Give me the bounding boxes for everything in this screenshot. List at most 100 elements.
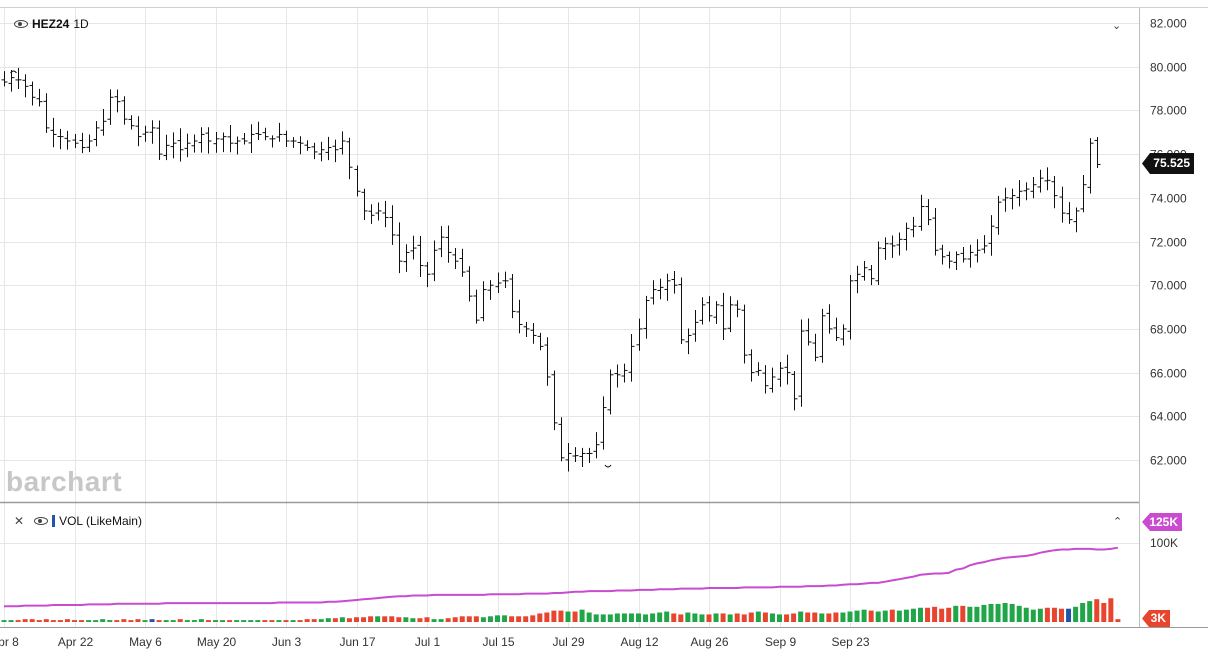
chevron-up-icon[interactable]: ⌃ [1113,516,1123,528]
volume-bar [741,614,747,622]
volume-bar [593,614,599,622]
ohlc-bar [628,334,635,382]
ohlc-bar [100,108,107,136]
volume-bar [1037,608,1043,622]
price-axis-tick: 68.000 [1150,323,1187,337]
volume-bar [586,612,592,622]
volume-bar [114,620,120,622]
ohlc-bar [903,222,910,251]
ohlc-bar [170,132,177,159]
ohlc-bar [769,367,776,393]
ohlc-bar [1,71,8,87]
volume-bar [163,620,169,622]
ohlc-bar [967,244,974,268]
volume-bar [791,613,797,622]
close-icon[interactable]: ✕ [14,514,25,528]
price-gridlines [0,8,1139,627]
volume-legend[interactable]: ✕ VOL (LikeMain) [14,514,142,528]
volume-bar [713,613,719,622]
ohlc-bar [1009,188,1016,210]
ohlc-bar [875,241,882,286]
volume-bar [621,613,627,622]
ohlc-bar [551,370,558,431]
ohlc-bar [354,165,361,197]
volume-bar [424,617,430,622]
ohlc-bar [163,134,170,161]
ohlc-bar [1066,202,1073,224]
volume-bar [889,609,895,622]
volume-bar [925,607,931,622]
ohlc-bar [177,128,184,162]
volume-bar [1087,601,1093,622]
volume-bar [311,619,317,622]
chevron-down-icon[interactable]: ⌄ [1112,20,1122,32]
volume-bar [558,610,564,622]
volume-bar [572,611,578,622]
ohlc-bar [516,299,523,334]
volume-bar [417,618,423,622]
ohlc-bar [375,202,382,221]
ohlc-bar [565,443,572,472]
ohlc-bar [621,363,628,383]
ohlc-bar [220,132,227,153]
ohlc-bar [128,115,135,130]
volume-bar [36,620,42,622]
ohlc-bar [361,188,368,221]
ohlc-bar [600,396,607,450]
volume-bar [995,603,1001,622]
volume-bar [748,612,754,622]
volume-bar [636,613,641,622]
symbol-label: HEZ24 [32,17,70,31]
volume-bar [50,620,56,622]
current-price-flag: 75.525 [1142,153,1194,174]
volume-bar [64,619,70,622]
volume-bar [671,613,677,622]
volume-bar [847,611,853,622]
ohlc-bar [939,244,946,265]
ohlc-bar [445,225,452,263]
ohlc-bar [896,232,903,256]
ohlc-bar [509,273,516,319]
ohlc-bar [43,93,50,133]
volume-bar [170,620,176,622]
volume-bar [939,608,945,622]
ohlc-bar [1073,207,1080,233]
price-axis: 82.00080.00078.00076.00074.00072.00070.0… [1150,17,1187,468]
volume-bar [868,610,874,622]
ohlc-bar [671,271,678,294]
ohlc-bar [544,337,551,386]
volume-bar [361,617,367,622]
volume-bar [1115,619,1121,622]
ohlc-bar [50,117,57,148]
ohlc-bar [191,134,198,153]
price-legend[interactable]: HEZ24 1D [14,17,89,31]
volume-bar [177,619,183,622]
ohlc-bar [382,200,389,228]
volume-bar [981,604,987,622]
eye-icon[interactable] [34,517,49,525]
volume-bar [953,605,959,622]
ohlc-bar [107,89,114,125]
time-axis-tick: Jun 17 [339,635,375,649]
ohlc-bar [537,332,544,351]
eye-icon[interactable] [14,20,28,28]
ohlc-bar [1087,138,1094,194]
volume-bar [537,613,543,622]
volume-bar [346,618,352,622]
ohlc-bar [487,280,494,300]
ohlc-bar [269,135,276,148]
volume-bar [918,607,923,622]
volume-bar [248,620,254,622]
volume-bar [297,620,303,622]
ohlc-bar [650,280,657,305]
ohlc-bar [791,371,798,411]
ohlc-bar [304,140,311,151]
volume-bar [530,615,536,622]
volume-bar [614,613,620,622]
ohlc-bar [1002,187,1009,212]
volume-bar [459,616,465,622]
volume-bar [93,620,99,622]
price-axis-tick: 72.000 [1150,236,1187,250]
ohlc-series [1,67,1101,472]
